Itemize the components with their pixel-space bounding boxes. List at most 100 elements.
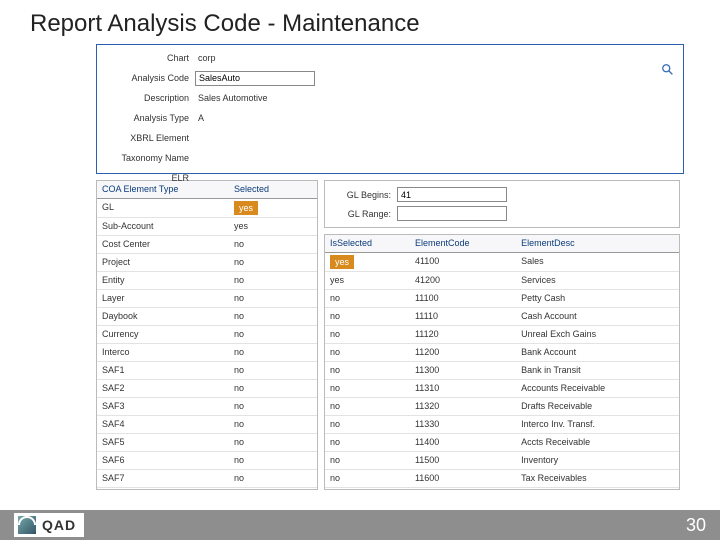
table-row[interactable]: yes41200Services bbox=[325, 271, 679, 289]
table-row[interactable]: SAF1no bbox=[97, 361, 317, 379]
table-row[interactable]: Entityno bbox=[97, 271, 317, 289]
coa-selected-cell: no bbox=[229, 397, 317, 415]
table-row[interactable]: SAF4no bbox=[97, 415, 317, 433]
header-panel: Chart corp Analysis Code Description Sal… bbox=[96, 44, 684, 174]
table-row[interactable]: Daybookno bbox=[97, 307, 317, 325]
elr-label: ELR bbox=[103, 173, 195, 183]
table-row[interactable]: no11120Unreal Exch Gains bbox=[325, 325, 679, 343]
analysis-type-label: Analysis Type bbox=[103, 113, 195, 123]
elem-code-cell: 11300 bbox=[410, 361, 516, 379]
elem-selected-cell: no bbox=[325, 325, 410, 343]
elem-code-cell: 11310 bbox=[410, 379, 516, 397]
coa-selected-cell: no bbox=[229, 271, 317, 289]
coa-selected-cell: yes bbox=[229, 217, 317, 235]
coa-panel: COA Element Type Selected GLyesSub-Accou… bbox=[96, 180, 318, 490]
coa-type-cell: Layer bbox=[97, 289, 229, 307]
elem-code-cell: 11320 bbox=[410, 397, 516, 415]
table-row[interactable]: SAF2no bbox=[97, 379, 317, 397]
table-row[interactable]: Cost Centerno bbox=[97, 235, 317, 253]
gl-begins-input[interactable] bbox=[397, 187, 507, 202]
elem-code-cell: 11110 bbox=[410, 307, 516, 325]
elem-code-cell: 11400 bbox=[410, 433, 516, 451]
table-row[interactable]: no11330Interco Inv. Transf. bbox=[325, 415, 679, 433]
page-number: 30 bbox=[686, 515, 706, 536]
coa-selected-cell: no bbox=[229, 343, 317, 361]
table-row[interactable]: no11300Bank in Transit bbox=[325, 361, 679, 379]
elem-desc-cell: Inventory bbox=[516, 451, 679, 469]
xbrl-label: XBRL Element bbox=[103, 133, 195, 143]
table-row[interactable]: no11600Tax Receivables bbox=[325, 469, 679, 487]
chart-value: corp bbox=[195, 53, 216, 63]
coa-type-cell: SAF1 bbox=[97, 361, 229, 379]
elem-col-selected[interactable]: IsSelected bbox=[325, 235, 410, 252]
coa-type-cell: Entity bbox=[97, 271, 229, 289]
elem-selected-cell: no bbox=[325, 433, 410, 451]
coa-type-cell: GL bbox=[97, 198, 229, 217]
elements-table[interactable]: IsSelected ElementCode ElementDesc yes41… bbox=[325, 235, 679, 488]
elem-selected-cell: no bbox=[325, 397, 410, 415]
coa-table[interactable]: COA Element Type Selected GLyesSub-Accou… bbox=[97, 181, 317, 488]
elem-desc-cell: Bank Account bbox=[516, 343, 679, 361]
coa-selected-cell: no bbox=[229, 307, 317, 325]
table-row[interactable]: Currencyno bbox=[97, 325, 317, 343]
table-row[interactable]: no11320Drafts Receivable bbox=[325, 397, 679, 415]
table-row[interactable]: no11310Accounts Receivable bbox=[325, 379, 679, 397]
table-row[interactable]: GLyes bbox=[97, 198, 317, 217]
table-row[interactable]: no11400Accts Receivable bbox=[325, 433, 679, 451]
table-row[interactable]: SAF6no bbox=[97, 451, 317, 469]
table-row[interactable]: Intercono bbox=[97, 343, 317, 361]
elem-desc-cell: Cash Account bbox=[516, 307, 679, 325]
coa-type-cell: SAF4 bbox=[97, 415, 229, 433]
coa-type-cell: Currency bbox=[97, 325, 229, 343]
table-row[interactable]: yes41100Sales bbox=[325, 252, 679, 271]
elem-col-code[interactable]: ElementCode bbox=[410, 235, 516, 252]
coa-type-cell: SAF6 bbox=[97, 451, 229, 469]
elem-selected-cell: no bbox=[325, 379, 410, 397]
coa-selected-cell: no bbox=[229, 433, 317, 451]
logo-icon bbox=[18, 516, 36, 534]
elem-code-cell: 11200 bbox=[410, 343, 516, 361]
coa-selected-cell: no bbox=[229, 469, 317, 487]
elem-desc-cell: Drafts Receivable bbox=[516, 397, 679, 415]
table-row[interactable]: no11110Cash Account bbox=[325, 307, 679, 325]
elem-col-desc[interactable]: ElementDesc bbox=[516, 235, 679, 252]
filter-panel: GL Begins: GL Range: bbox=[324, 180, 680, 228]
table-row[interactable]: Sub-Accountyes bbox=[97, 217, 317, 235]
elem-selected-cell: yes bbox=[325, 252, 410, 271]
elem-selected-cell: no bbox=[325, 361, 410, 379]
coa-type-cell: Sub-Account bbox=[97, 217, 229, 235]
table-row[interactable]: SAF5no bbox=[97, 433, 317, 451]
analysis-code-label: Analysis Code bbox=[103, 73, 195, 83]
elem-desc-cell: Accounts Receivable bbox=[516, 379, 679, 397]
coa-selected-cell: no bbox=[229, 415, 317, 433]
elem-selected-cell: no bbox=[325, 415, 410, 433]
elem-code-cell: 11600 bbox=[410, 469, 516, 487]
brand-text: QAD bbox=[42, 517, 76, 533]
table-row[interactable]: no11500Inventory bbox=[325, 451, 679, 469]
gl-range-input[interactable] bbox=[397, 206, 507, 221]
elem-selected-cell: no bbox=[325, 343, 410, 361]
table-row[interactable]: SAF7no bbox=[97, 469, 317, 487]
coa-type-cell: SAF7 bbox=[97, 469, 229, 487]
elem-code-cell: 41200 bbox=[410, 271, 516, 289]
elem-code-cell: 11500 bbox=[410, 451, 516, 469]
search-icon[interactable] bbox=[661, 63, 675, 77]
table-row[interactable]: Layerno bbox=[97, 289, 317, 307]
coa-type-cell: SAF3 bbox=[97, 397, 229, 415]
elem-code-cell: 11120 bbox=[410, 325, 516, 343]
elements-panel: IsSelected ElementCode ElementDesc yes41… bbox=[324, 234, 680, 490]
gl-range-label: GL Range: bbox=[333, 209, 397, 219]
analysis-type-value: A bbox=[195, 113, 204, 123]
table-row[interactable]: no11200Bank Account bbox=[325, 343, 679, 361]
page-title: Report Analysis Code - Maintenance bbox=[0, 0, 720, 44]
table-row[interactable]: SAF3no bbox=[97, 397, 317, 415]
coa-type-cell: Daybook bbox=[97, 307, 229, 325]
coa-type-cell: Cost Center bbox=[97, 235, 229, 253]
taxonomy-label: Taxonomy Name bbox=[103, 153, 195, 163]
table-row[interactable]: Projectno bbox=[97, 253, 317, 271]
description-value: Sales Automotive bbox=[195, 93, 268, 103]
table-row[interactable]: no11100Petty Cash bbox=[325, 289, 679, 307]
analysis-code-input[interactable] bbox=[195, 71, 315, 86]
elem-desc-cell: Accts Receivable bbox=[516, 433, 679, 451]
description-label: Description bbox=[103, 93, 195, 103]
